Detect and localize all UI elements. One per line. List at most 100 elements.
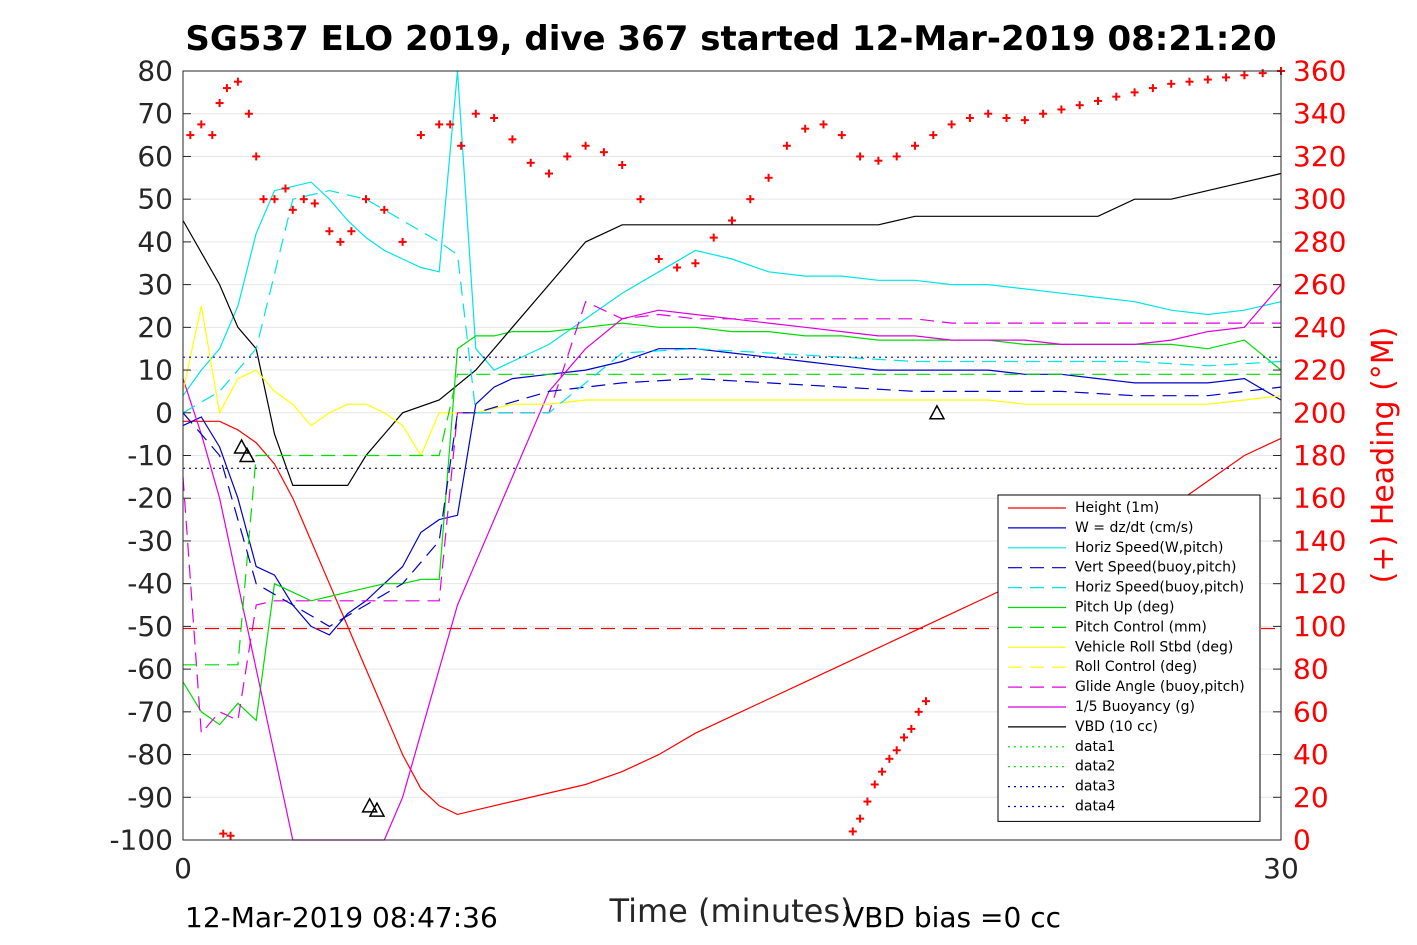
y-axis-right: 3603403203002802602402202001801601401201…: [1273, 55, 1346, 857]
y-tick-label-right: 300: [1293, 183, 1346, 216]
y-tick-label-right: 200: [1293, 396, 1346, 429]
y-tick-label-right: 120: [1293, 567, 1346, 600]
heading-point: [310, 199, 319, 208]
heading-point: [728, 216, 736, 225]
heading-point: [446, 120, 455, 129]
y-tick-label-right: 80: [1293, 653, 1329, 686]
heading-point: [907, 724, 916, 733]
heading-point: [252, 152, 261, 161]
heading-point: [691, 259, 700, 268]
heading-point: [618, 160, 627, 169]
legend-label: Vert Speed(buoy,pitch): [1075, 560, 1237, 576]
heading-point: [435, 120, 444, 129]
heading-point: [380, 205, 389, 214]
heading-point: [545, 169, 553, 178]
heading-point: [1002, 113, 1011, 122]
heading-point: [947, 120, 956, 129]
heading-point: [1203, 75, 1212, 84]
y-axis-right-label: (+) Heading (°M): [1366, 327, 1401, 584]
y-tick-label-right: 220: [1293, 354, 1346, 387]
y-tick-label-right: 20: [1293, 781, 1329, 814]
legend-label: Height (1m): [1075, 500, 1159, 516]
heading-point: [1222, 73, 1231, 82]
y-axis-left: 80 70 60 50 40 30 20 10 0 -10 -20 -30 -40 -50 -60 -70 -8…: [109, 55, 191, 857]
y-tick-label-right: 360: [1293, 55, 1346, 88]
triangle-marker: [368, 801, 386, 817]
heading-point: [526, 158, 535, 167]
heading-point: [347, 227, 356, 236]
heading-point: [654, 254, 663, 263]
heading-point: [1148, 84, 1157, 93]
x-tick-label: 0: [174, 852, 192, 885]
y-tick-label-left: -20: [127, 482, 173, 515]
heading-point: [1185, 77, 1194, 86]
y-tick-label-left: -30: [127, 524, 173, 557]
heading-point: [984, 109, 993, 118]
legend-label: W = dz/dt (cm/s): [1075, 520, 1194, 536]
series-line-horiz-speed-w-pitch-: [182, 70, 1282, 397]
legend-box: [997, 494, 1261, 822]
heading-point: [270, 195, 279, 204]
y-tick-label-right: 340: [1293, 97, 1346, 130]
legend-label: data3: [1075, 779, 1115, 795]
heading-point: [299, 195, 308, 204]
y-tick-label-left: 70: [137, 97, 173, 130]
heading-point: [1240, 71, 1249, 80]
legend-label: Glide Angle (buoy,pitch): [1075, 679, 1245, 695]
x-axis: 0 30: [174, 852, 1299, 885]
y-tick-label-right: 280: [1293, 225, 1346, 258]
footer-timestamp: 12-Mar-2019 08:47:36: [185, 901, 498, 934]
heading-point: [233, 77, 242, 86]
heading-point: [782, 141, 791, 150]
series-line-pitch-control-mm-: [183, 373, 1281, 666]
series-line-w-dz-dt-cm-s-: [182, 348, 1282, 636]
heading-point: [259, 195, 268, 204]
series-line-pitch-up-deg-: [182, 322, 1282, 726]
y-tick-label-right: 180: [1293, 439, 1346, 472]
heading-point: [900, 733, 909, 742]
y-tick-label-left: 30: [137, 268, 173, 301]
heading-point: [219, 829, 228, 838]
x-axis-label: Time (minutes): [609, 892, 853, 930]
legend-label: 1/5 Buoyancy (g): [1075, 699, 1195, 715]
heading-point: [1020, 116, 1029, 125]
series-line-vehicle-roll-stbd-deg-: [182, 305, 1282, 457]
heading-point: [892, 746, 901, 755]
legend-label: Horiz Speed(buoy,pitch): [1075, 580, 1244, 596]
heading-point: [709, 233, 718, 242]
y-tick-label-right: 0: [1293, 824, 1311, 857]
heading-point: [819, 120, 828, 129]
heading-point: [490, 113, 499, 122]
series-line-vbd-10-cc-: [182, 172, 1282, 486]
y-tick-label-right: 320: [1293, 140, 1346, 173]
triangle-marker: [928, 404, 946, 420]
heading-point: [1112, 92, 1121, 101]
triangle-marker: [238, 446, 256, 463]
heading-point: [244, 109, 253, 118]
legend-label: data4: [1075, 799, 1116, 815]
heading-point: [226, 831, 235, 840]
triangle-marker: [361, 797, 378, 813]
y-tick-label-right: 240: [1293, 311, 1346, 344]
series-line-horiz-speed-buoy-pitch-: [182, 189, 1282, 414]
heading-point: [764, 173, 773, 182]
y-tick-label-left: -70: [127, 695, 173, 728]
y-tick-label-right: 40: [1293, 738, 1329, 771]
legend: Height (1m) W = dz/dt (cm/s) Horiz Speed(W…: [997, 494, 1261, 822]
y-tick-label-right: 60: [1293, 695, 1329, 728]
heading-point: [874, 156, 883, 165]
markers: [233, 404, 946, 817]
heading-point: [848, 827, 857, 836]
y-tick-label-left: 20: [137, 311, 173, 344]
heading-point: [1258, 69, 1267, 78]
series-line-glide-angle-buoy-pitch-: [182, 300, 1281, 735]
y-tick-label-left: -80: [127, 738, 173, 771]
legend-label: Pitch Up (deg): [1075, 600, 1174, 616]
y-tick-label-left: -60: [127, 653, 173, 686]
y-tick-label-left: -10: [127, 439, 173, 472]
y-tick-label-left: 80: [137, 55, 173, 88]
heading-point: [222, 84, 231, 93]
heading-point: [508, 135, 517, 144]
heading-point: [1130, 88, 1139, 97]
y-tick-label-left: -90: [127, 781, 173, 814]
